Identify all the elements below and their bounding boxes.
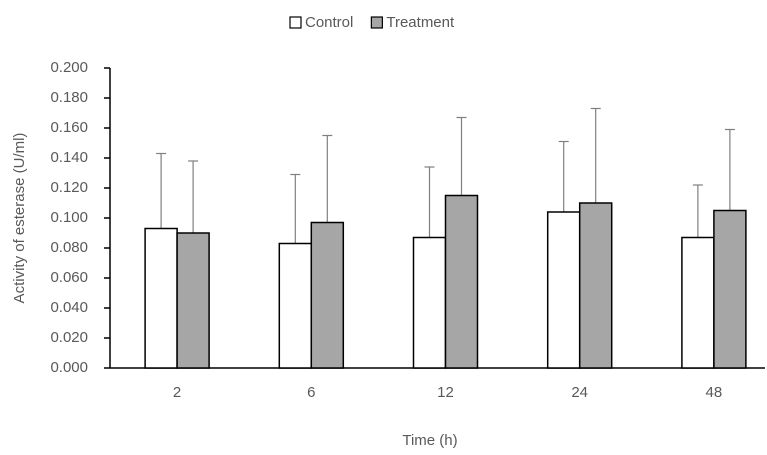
- y-tick-label: 0.000: [50, 359, 88, 376]
- x-tick-label: 12: [437, 384, 454, 401]
- bar: [279, 244, 311, 369]
- y-tick-label: 0.040: [50, 299, 88, 316]
- y-tick-label: 0.200: [50, 59, 88, 76]
- y-tick-label: 0.100: [50, 209, 88, 226]
- x-tick-label: 2: [173, 384, 181, 401]
- y-tick-label: 0.060: [50, 269, 88, 286]
- y-tick-label: 0.120: [50, 179, 88, 196]
- y-tick-label: 0.140: [50, 149, 88, 166]
- bar: [145, 229, 177, 369]
- chart: Activity of esterase (U/ml) Time (h) 0.0…: [0, 0, 767, 455]
- y-axis-title: Activity of esterase (U/ml): [11, 133, 28, 304]
- x-tick-label: 48: [706, 384, 723, 401]
- x-tick-label: 6: [307, 384, 315, 401]
- legend-label: Control: [305, 14, 353, 31]
- x-tick-label: 24: [571, 384, 588, 401]
- bar: [177, 233, 209, 368]
- legend-swatch: [371, 17, 382, 28]
- bar: [548, 212, 580, 368]
- y-tick-label: 0.080: [50, 239, 88, 256]
- bar: [580, 203, 612, 368]
- bar: [682, 238, 714, 369]
- bar: [446, 196, 478, 369]
- bar: [311, 223, 343, 369]
- y-tick-label: 0.180: [50, 89, 88, 106]
- y-tick-label: 0.020: [50, 329, 88, 346]
- x-axis-title: Time (h): [402, 432, 457, 449]
- bar: [714, 211, 746, 369]
- legend-swatch: [290, 17, 301, 28]
- bar: [414, 238, 446, 369]
- y-tick-label: 0.160: [50, 119, 88, 136]
- legend-label: Treatment: [386, 14, 455, 31]
